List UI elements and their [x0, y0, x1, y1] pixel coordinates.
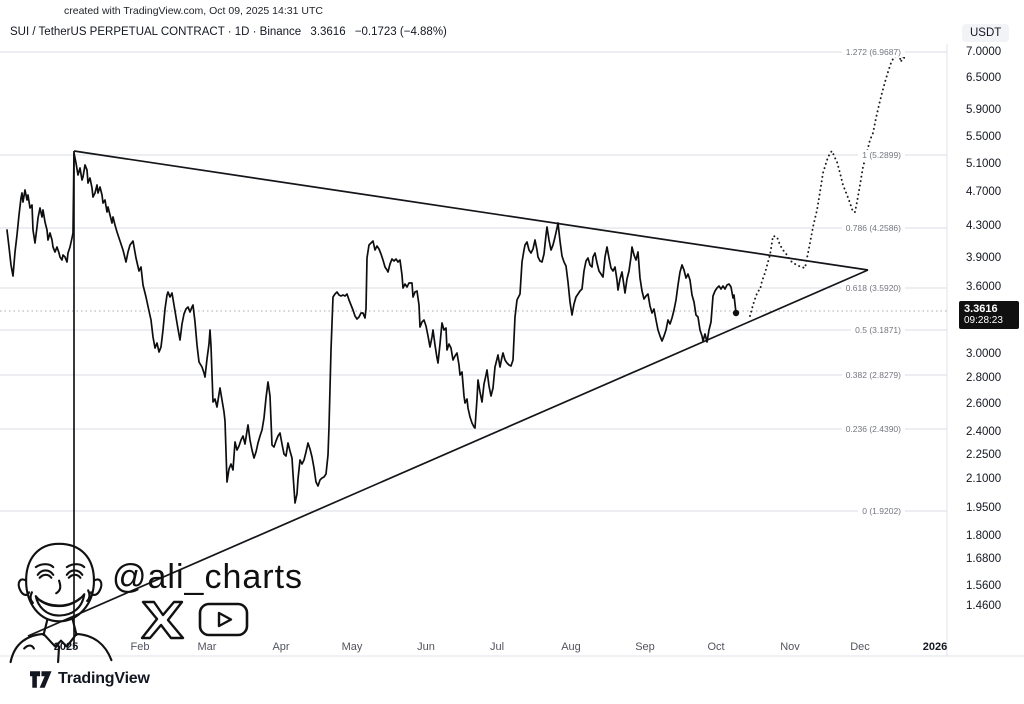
- price-axis-label: 2.8000: [966, 372, 1002, 384]
- price-axis-label: 2.6000: [966, 398, 1002, 410]
- price-axis-label: 7.0000: [966, 46, 1002, 58]
- symbol-header[interactable]: SUI / TetherUS PERPETUAL CONTRACT · 1D ·…: [10, 26, 453, 38]
- created-with-note: created with TradingView.com, Oct 09, 20…: [64, 5, 323, 17]
- time-axis-month-label: Sep: [635, 641, 655, 653]
- time-axis-month-label: Mar: [197, 641, 217, 653]
- price-axis-label: 6.5000: [966, 72, 1002, 84]
- price-axis-label: 2.4000: [966, 426, 1002, 438]
- fib-level-label: 0.382 (2.8279): [841, 370, 905, 380]
- time-axis-month-label: Aug: [561, 641, 581, 653]
- fib-level-label: 0.786 (4.2586): [841, 223, 905, 233]
- time-axis-month-label: Apr: [272, 641, 290, 653]
- fib-level-label: 0.5 (3.1871): [851, 325, 905, 335]
- price-axis-label: 5.1000: [966, 158, 1002, 170]
- face-sketch-illustration: [9, 542, 113, 664]
- price-axis-label: 1.5600: [966, 580, 1002, 592]
- bar-countdown: 09:28:23: [964, 315, 1003, 326]
- time-axis-month-label: Jul: [489, 641, 505, 653]
- symbol-last-price: 3.3616: [310, 26, 346, 38]
- price-axis-label: 1.6800: [966, 553, 1002, 565]
- x-twitter-icon: [140, 600, 185, 640]
- triangle-lower-trendline[interactable]: [27, 269, 869, 637]
- price-axis-label: 5.9000: [966, 104, 1002, 116]
- currency-unit-button[interactable]: USDT: [962, 24, 1010, 42]
- price-axis-label: 1.4600: [966, 600, 1002, 612]
- tradingview-brand-text: TradingView: [58, 670, 150, 687]
- price-axis-label: 1.9500: [966, 502, 1002, 514]
- time-axis-year-label: 2026: [922, 641, 948, 653]
- price-axis-label: 3.6000: [966, 281, 1002, 293]
- price-axis-label: 2.1000: [966, 473, 1002, 485]
- price-axis-label: 2.2500: [966, 449, 1002, 461]
- symbol-change: −0.1723 (−4.88%): [354, 26, 447, 38]
- price-axis-label: 1.8000: [966, 530, 1002, 542]
- fib-level-label: 1.272 (6.9687): [841, 47, 905, 57]
- price-axis-label: 4.7000: [966, 186, 1002, 198]
- time-axis-month-label: May: [341, 641, 363, 653]
- price-axis-label: 3.9000: [966, 252, 1002, 264]
- fib-level-label: 0.236 (2.4390): [841, 424, 905, 434]
- tradingview-logo-icon: [30, 670, 52, 688]
- time-axis-month-label: Dec: [850, 641, 870, 653]
- triangle-upper-trendline[interactable]: [73, 150, 869, 271]
- price-axis-label: 4.3000: [966, 220, 1002, 232]
- projected-path-dotted[interactable]: [749, 53, 906, 317]
- price-axis-label: 3.0000: [966, 348, 1002, 360]
- last-price-value: 3.3616: [964, 303, 998, 315]
- tradingview-footer-logo: TradingView: [30, 670, 150, 688]
- youtube-icon: [198, 602, 249, 637]
- watermark-handle: @ali_charts: [112, 558, 304, 596]
- price-line-series: [6, 152, 737, 504]
- symbol-title[interactable]: SUI / TetherUS PERPETUAL CONTRACT · 1D ·…: [10, 26, 302, 38]
- fib-level-label: 0 (1.9202): [858, 506, 905, 516]
- last-price-dot: [732, 309, 740, 317]
- time-axis-month-label: Feb: [130, 641, 150, 653]
- fib-level-label: 1 (5.2899): [858, 150, 905, 160]
- last-price-badge: 3.3616 09:28:23: [959, 301, 1019, 329]
- time-axis-month-label: Jun: [417, 641, 435, 653]
- price-axis-label: 5.5000: [966, 131, 1002, 143]
- fib-level-label: 0.618 (3.5920): [841, 283, 905, 293]
- time-axis-month-label: Nov: [780, 641, 800, 653]
- time-axis-month-label: Oct: [707, 641, 725, 653]
